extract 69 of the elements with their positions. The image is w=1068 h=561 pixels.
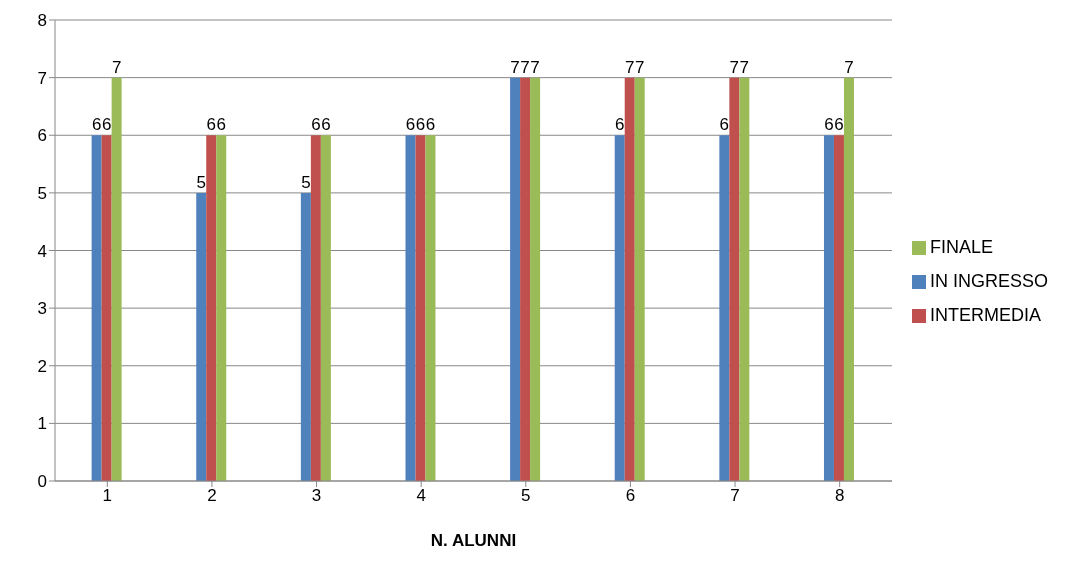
- bar: [196, 192, 207, 481]
- data-label: 6: [719, 115, 730, 135]
- x-tick-label: 4: [416, 486, 426, 506]
- data-label: 6: [311, 115, 321, 135]
- x-tick-label: 7: [730, 486, 740, 506]
- bar: [111, 77, 122, 481]
- bar: [614, 135, 625, 481]
- legend-label: FINALE: [929, 236, 993, 257]
- data-label: 7: [111, 57, 122, 77]
- data-label: 6: [91, 115, 102, 135]
- bar: [729, 77, 740, 481]
- data-label: 6: [824, 115, 834, 135]
- data-label: 7: [844, 57, 854, 77]
- data-label: 6: [206, 115, 216, 135]
- bar: [101, 135, 112, 481]
- legend-label: INTERMEDIA: [929, 304, 1041, 325]
- x-tick-label: 3: [311, 486, 322, 506]
- bar: [530, 77, 541, 481]
- bar: [320, 135, 331, 481]
- data-label: 6: [425, 115, 436, 135]
- bar: [425, 135, 436, 481]
- bar: [833, 135, 844, 481]
- bar: [719, 135, 730, 481]
- data-label: 7: [739, 57, 750, 77]
- bar: [624, 77, 635, 481]
- bar: [310, 135, 321, 481]
- bar: [415, 135, 426, 481]
- x-tick-label: 6: [625, 486, 636, 506]
- data-label: 6: [834, 115, 844, 135]
- y-tick-label: 4: [37, 241, 47, 261]
- y-tick-label: 7: [37, 68, 47, 88]
- bar: [739, 77, 750, 481]
- y-tick-label: 8: [37, 11, 47, 31]
- bar: [216, 135, 227, 481]
- y-tick-label: 1: [37, 414, 47, 434]
- bar: [843, 77, 854, 481]
- bar: [300, 192, 311, 481]
- y-tick-label: 6: [37, 126, 47, 146]
- bar: [520, 77, 531, 481]
- bar: [206, 135, 217, 481]
- bar: [405, 135, 416, 481]
- data-label: 7: [520, 57, 530, 77]
- x-tick-label: 5: [521, 486, 531, 506]
- y-tick-label: 3: [37, 299, 47, 319]
- data-label: 7: [510, 57, 520, 77]
- bar: [91, 135, 102, 481]
- data-label: 7: [624, 57, 635, 77]
- data-label: 6: [216, 115, 226, 135]
- data-label: 6: [614, 115, 625, 135]
- data-label: 7: [729, 57, 740, 77]
- data-label: 7: [530, 57, 540, 77]
- y-tick-label: 0: [37, 472, 47, 492]
- x-tick-label: 8: [834, 486, 845, 506]
- bar: [823, 135, 834, 481]
- data-label: 7: [634, 57, 645, 77]
- data-label: 6: [321, 115, 331, 135]
- x-axis-title: N. ALUNNI: [430, 531, 517, 550]
- x-tick-label: 2: [207, 486, 217, 506]
- y-tick-label: 2: [37, 356, 47, 376]
- y-tick-label: 5: [37, 183, 47, 203]
- legend-label: IN INGRESSO: [929, 270, 1048, 291]
- data-label: 6: [101, 115, 112, 135]
- bar: [510, 77, 521, 481]
- x-tick-label: 1: [102, 486, 113, 506]
- data-label: 6: [415, 115, 426, 135]
- data-label: 5: [196, 172, 206, 192]
- bar: [634, 77, 645, 481]
- data-label: 6: [405, 115, 416, 135]
- data-label: 5: [301, 172, 311, 192]
